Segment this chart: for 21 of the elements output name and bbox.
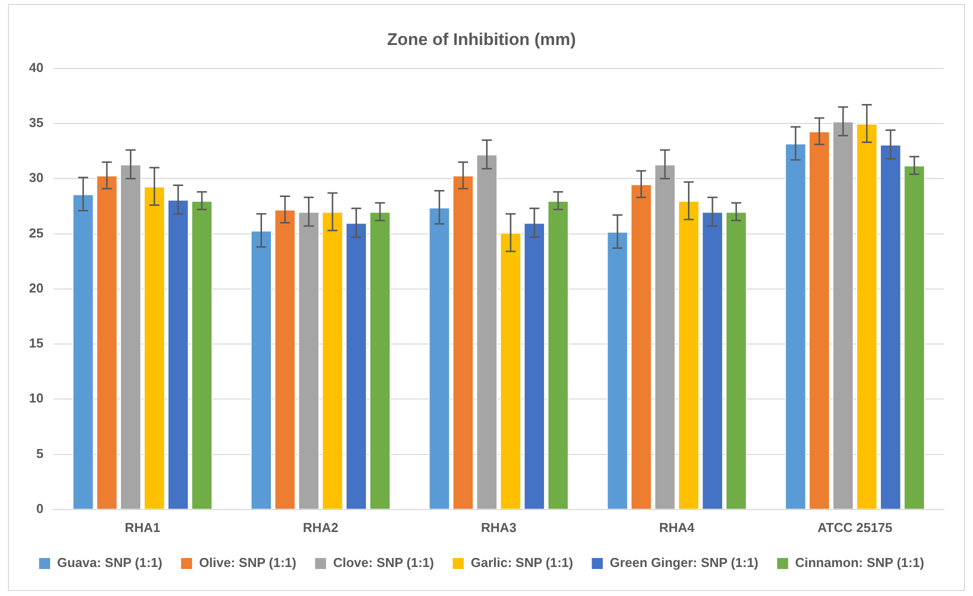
legend-label: Guava: SNP (1:1) xyxy=(57,555,162,570)
legend-label: Green Ginger: SNP (1:1) xyxy=(610,555,758,570)
x-tick-label: RHA3 xyxy=(481,520,516,535)
x-tick-label: RHA2 xyxy=(302,520,338,535)
y-tick-label: 30 xyxy=(28,170,44,186)
x-tick-label: RHA1 xyxy=(124,520,160,535)
y-tick-label: 10 xyxy=(28,390,44,406)
y-tick-label: 5 xyxy=(36,446,44,461)
legend-label: Cinnamon: SNP (1:1) xyxy=(795,555,924,570)
x-tick-label: RHA4 xyxy=(659,520,696,535)
y-tick-label: 35 xyxy=(28,115,44,130)
y-tick-label: 15 xyxy=(28,336,44,351)
x-tick-label: ATCC 25175 xyxy=(817,520,892,535)
y-tick-label: 25 xyxy=(28,225,44,240)
chart-title: Zone of Inhibition (mm) xyxy=(387,30,576,49)
y-tick-label: 40 xyxy=(28,60,44,75)
legend-label: Olive: SNP (1:1) xyxy=(199,555,296,570)
legend-label: Garlic: SNP (1:1) xyxy=(470,555,574,570)
y-tick-label: 20 xyxy=(28,280,44,296)
legend-label: Clove: SNP (1:1) xyxy=(333,555,434,570)
y-tick-label: 0 xyxy=(36,500,44,516)
